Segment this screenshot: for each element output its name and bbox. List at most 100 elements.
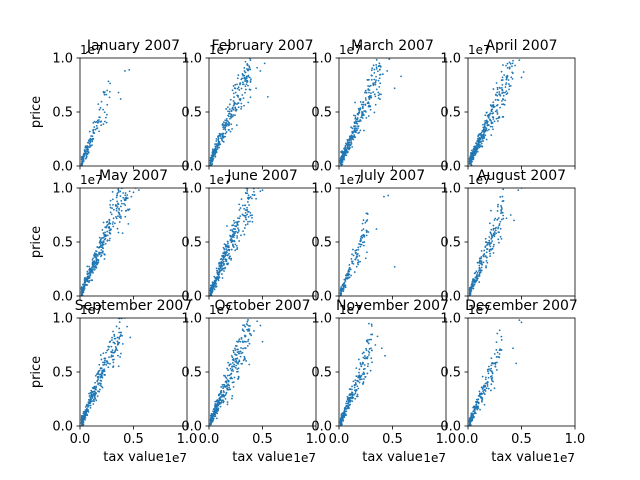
data-point [221, 140, 224, 143]
data-point [221, 277, 224, 279]
data-point [367, 101, 370, 104]
data-point [230, 123, 233, 126]
data-point [492, 116, 495, 119]
data-point [210, 423, 213, 425]
data-point [234, 114, 236, 117]
data-point [113, 222, 116, 225]
data-point [122, 192, 125, 194]
data-point [357, 248, 360, 251]
data-point [137, 189, 140, 192]
data-point [222, 264, 225, 266]
data-point [115, 347, 118, 350]
data-point [90, 279, 93, 282]
data-point [214, 410, 217, 413]
data-point [368, 351, 371, 354]
data-point [352, 254, 355, 257]
data-point [87, 279, 89, 282]
data-point [359, 240, 362, 243]
data-point [357, 132, 360, 134]
data-point [235, 345, 238, 347]
y-offset-text: 1e7 [80, 173, 103, 187]
data-point [214, 408, 217, 411]
data-point [102, 232, 105, 234]
data-point [243, 77, 246, 79]
data-point [354, 125, 357, 127]
data-point [483, 132, 485, 134]
data-point [106, 230, 109, 233]
data-point [360, 114, 363, 117]
data-point [481, 399, 483, 402]
data-point [96, 376, 99, 378]
data-point [480, 261, 482, 264]
data-point [236, 221, 239, 223]
data-point [87, 398, 90, 401]
x-axis-label: tax value [491, 450, 551, 465]
data-point [115, 196, 118, 199]
data-point [124, 198, 127, 200]
data-point [227, 110, 229, 113]
data-point [98, 130, 100, 133]
data-point [105, 121, 108, 124]
data-point [93, 260, 96, 263]
data-point [345, 154, 348, 157]
data-point [251, 220, 254, 223]
data-point [351, 146, 354, 148]
data-point [247, 220, 249, 223]
data-point [246, 320, 249, 323]
data-point [218, 262, 220, 265]
data-point [92, 128, 95, 131]
data-point [356, 261, 359, 264]
data-point [237, 227, 239, 230]
data-point [470, 283, 473, 286]
data-point [106, 89, 109, 92]
data-point [226, 403, 229, 406]
data-point [505, 93, 508, 96]
data-point [355, 265, 358, 268]
data-point [100, 255, 102, 258]
data-point [94, 397, 96, 400]
data-point [374, 95, 377, 98]
data-point [96, 395, 99, 398]
data-point [217, 394, 220, 397]
data-point [100, 380, 103, 382]
y-offset-text: 1e7 [339, 303, 362, 317]
data-point [103, 91, 105, 94]
data-point [492, 224, 495, 227]
data-point [105, 116, 107, 119]
data-point [479, 133, 482, 136]
data-point [103, 253, 106, 255]
data-point [215, 417, 218, 420]
data-point [490, 364, 493, 367]
data-point [349, 394, 352, 397]
data-point [253, 330, 255, 332]
data-point [352, 131, 355, 134]
data-point [355, 375, 358, 378]
data-point [342, 416, 345, 419]
data-point [481, 129, 484, 132]
data-point [500, 335, 503, 338]
data-point [108, 218, 111, 221]
y-tick-label: 0.5 [52, 236, 73, 251]
y-tick-label: 0.0 [440, 160, 461, 175]
data-point [96, 379, 99, 382]
data-point [503, 103, 506, 106]
data-point [378, 86, 381, 88]
data-point [92, 261, 94, 263]
data-point [484, 126, 487, 129]
data-point [244, 88, 247, 91]
data-point [223, 252, 226, 255]
data-point [236, 94, 239, 97]
data-point [98, 388, 101, 391]
data-point [114, 342, 116, 345]
data-point [91, 263, 94, 266]
data-point [484, 390, 487, 392]
data-point [234, 83, 237, 86]
data-point [124, 215, 127, 218]
data-point [478, 133, 481, 136]
data-point [106, 362, 109, 364]
data-point [221, 265, 224, 267]
scatter-points [339, 194, 396, 296]
data-point [243, 330, 245, 333]
data-point [468, 424, 471, 426]
